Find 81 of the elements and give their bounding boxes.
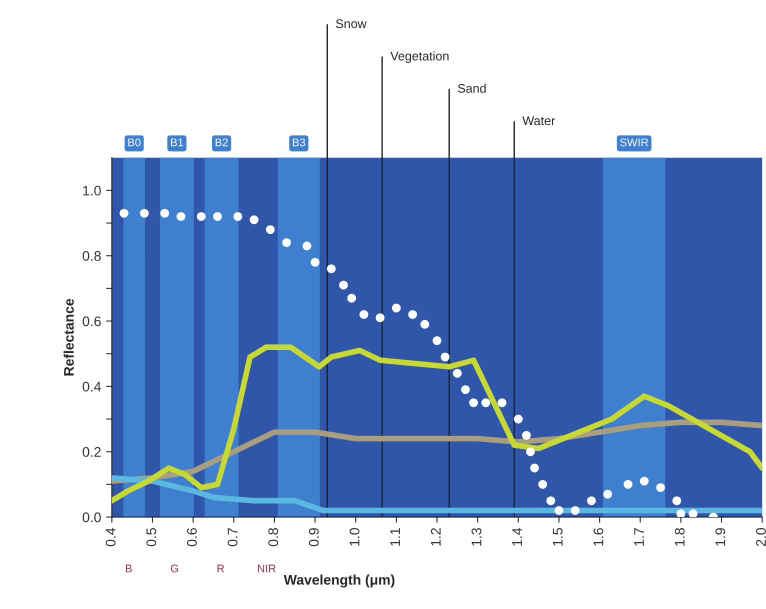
band-label: B2: [216, 138, 228, 146]
point: [213, 212, 222, 221]
point: [570, 506, 580, 515]
ref-line-label: Snow: [336, 19, 367, 28]
point: [587, 496, 596, 506]
point: [140, 208, 149, 218]
point: [310, 258, 320, 267]
point: [326, 264, 336, 274]
x-tick-label: 1.1: [390, 528, 400, 546]
point: [546, 496, 556, 506]
point: [640, 476, 649, 486]
x-tick-label: 0.6: [187, 528, 197, 546]
point: [282, 238, 292, 248]
ref-line-label: Vegetation: [390, 51, 449, 63]
point: [233, 212, 242, 221]
y-tick-label: 0.6: [82, 316, 101, 326]
band-label: B0: [128, 138, 141, 146]
x-tick-label: 0.9: [308, 528, 319, 546]
x-tick-label: 1.5: [552, 528, 563, 546]
x-axis-title: Wavelength (μm): [284, 574, 394, 588]
point: [498, 398, 506, 408]
point: [526, 447, 535, 456]
point: [538, 480, 548, 489]
point: [376, 313, 384, 322]
ref-line-label: Sand: [458, 84, 486, 93]
x-tick-label: 0.8: [268, 528, 278, 546]
text: B: [126, 564, 132, 572]
point: [469, 398, 478, 408]
point: [452, 368, 462, 378]
point: [266, 225, 275, 234]
band-label: B3: [292, 138, 306, 146]
band-label: B1: [170, 138, 184, 146]
x-tick-label: 0.4: [106, 528, 116, 546]
x-tick-label: 1.7: [634, 528, 644, 546]
x-tick-label: 0.5: [146, 528, 156, 546]
point: [624, 480, 632, 489]
point: [196, 212, 206, 221]
point: [481, 398, 490, 408]
text: NIR: [258, 564, 276, 572]
point: [347, 294, 356, 303]
x-tick-label: 1.4: [512, 528, 522, 546]
point: [432, 336, 442, 346]
point: [514, 414, 523, 424]
point: [176, 212, 186, 221]
x-tick-label: 1.8: [674, 528, 685, 546]
y-tick-label: 0.8: [82, 251, 101, 261]
x-tick-label: 2.0: [756, 528, 766, 546]
y-axis-title: Reflectance: [64, 298, 74, 376]
point: [440, 352, 450, 362]
point: [420, 320, 430, 329]
point: [339, 280, 348, 290]
point: [250, 215, 258, 224]
point: [603, 490, 612, 499]
point: [676, 509, 686, 518]
point: [530, 464, 539, 472]
y-tick-label: 0.0: [82, 512, 101, 522]
point: [392, 304, 401, 312]
point: [160, 208, 170, 218]
point: [120, 208, 128, 218]
x-tick-label: 1.0: [350, 528, 360, 546]
point: [359, 310, 368, 319]
y-tick-label: 0.2: [82, 447, 101, 457]
point: [672, 496, 682, 506]
x-tick-label: 1.3: [472, 528, 482, 546]
x-tick-label: 1.6: [593, 528, 604, 546]
x-tick-label: 1.2: [430, 528, 441, 546]
point: [408, 310, 418, 319]
y-tick-label: 0.4: [82, 382, 102, 392]
point: [522, 430, 531, 440]
point: [688, 509, 698, 518]
point: [656, 483, 665, 492]
point: [461, 385, 470, 394]
x-tick-label: 0.7: [228, 528, 238, 546]
text: G: [170, 564, 178, 572]
ref-line-label: Water: [522, 116, 556, 126]
point: [554, 506, 564, 515]
band-label: SWIR: [620, 138, 648, 146]
y-tick-label: 1.0: [83, 186, 101, 196]
point: [302, 242, 312, 250]
text: R: [218, 564, 224, 572]
x-tick-label: 1.9: [715, 528, 726, 546]
